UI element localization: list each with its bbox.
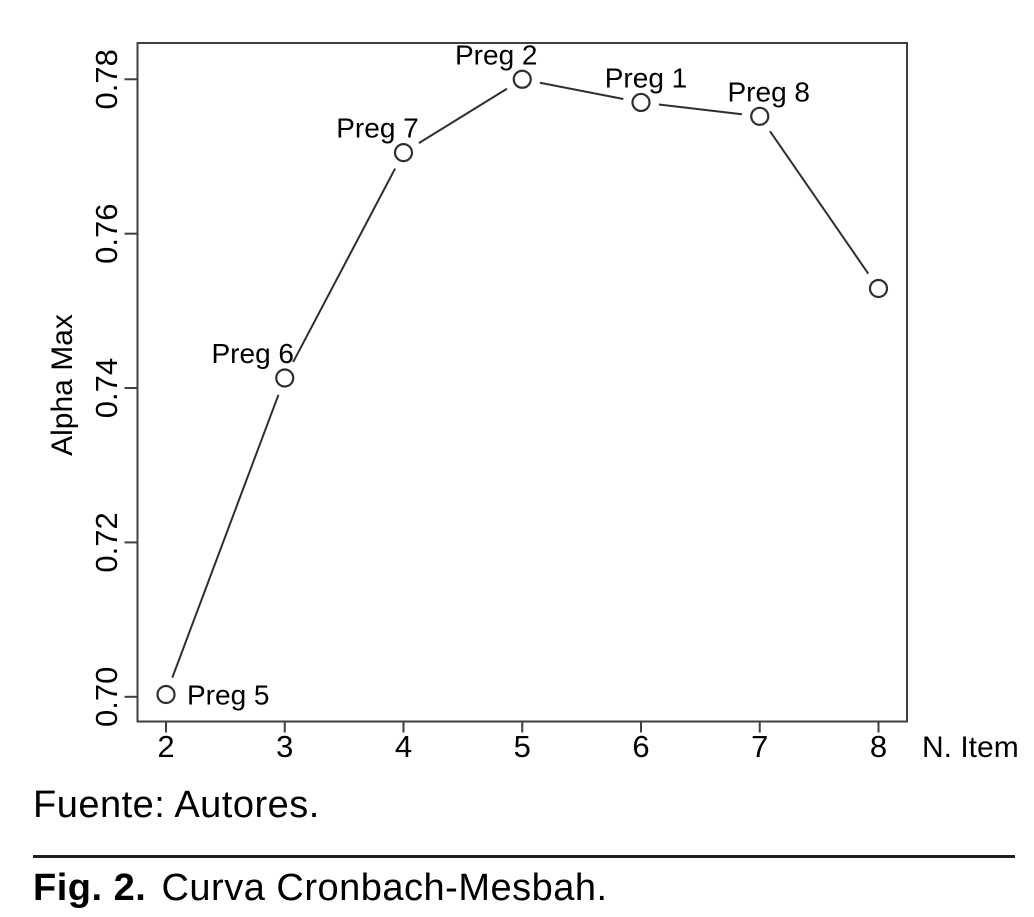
y-axis-title: Alpha Max: [46, 314, 79, 456]
data-point-marker: [512, 69, 532, 89]
caption-rule: [33, 855, 1015, 858]
point-label: Preg 7: [336, 113, 419, 144]
x-tick-label: 6: [632, 729, 649, 764]
plot-box: [136, 42, 908, 723]
data-point-marker: [868, 278, 889, 299]
x-tick-label: 7: [751, 729, 768, 764]
x-tick-label: 3: [276, 729, 293, 764]
series-segment: [171, 394, 280, 678]
series-segment: [418, 87, 508, 145]
point-label: Preg 1: [605, 62, 688, 93]
x-axis-title: N. Item: [922, 731, 1019, 764]
cronbach-mesbah-line-chart: 2 3 4 5 6 7 8 0.70 0.72 0.74 0.76 0.78 N. Item Alpha …: [46, 39, 1019, 764]
series-segment: [539, 81, 624, 100]
y-tick-label: 0.72: [89, 512, 124, 572]
figure-caption: Fig. 2. Curva Cronbach-Mesbah.: [33, 869, 608, 907]
x-tick-label: 2: [157, 729, 174, 764]
series-segment: [292, 168, 396, 363]
x-tick-label: 8: [870, 729, 887, 764]
y-tick-label: 0.76: [89, 203, 124, 263]
data-point-marker: [631, 92, 651, 113]
data-point-marker: [156, 684, 176, 705]
figure-caption-text: Curva Cronbach-Mesbah.: [161, 867, 608, 909]
point-label: Preg 8: [728, 76, 811, 107]
data-point-marker: [393, 143, 414, 163]
data-point-marker: [275, 368, 295, 388]
y-tick-label: 0.70: [89, 667, 124, 727]
figure-caption-label: Fig. 2.: [33, 867, 147, 909]
x-tick-label: 5: [514, 729, 531, 764]
y-tick-label: 0.78: [89, 49, 124, 109]
series-segment: [769, 130, 870, 275]
point-label: Preg 5: [187, 679, 270, 710]
source-note: Fuente: Autores.: [33, 784, 320, 826]
point-label: Preg 2: [455, 39, 538, 70]
y-tick-label: 0.74: [89, 358, 124, 418]
series-segment: [658, 103, 742, 116]
point-label: Preg 6: [212, 338, 295, 369]
data-point-marker: [750, 106, 770, 126]
x-tick-label: 4: [395, 729, 412, 764]
